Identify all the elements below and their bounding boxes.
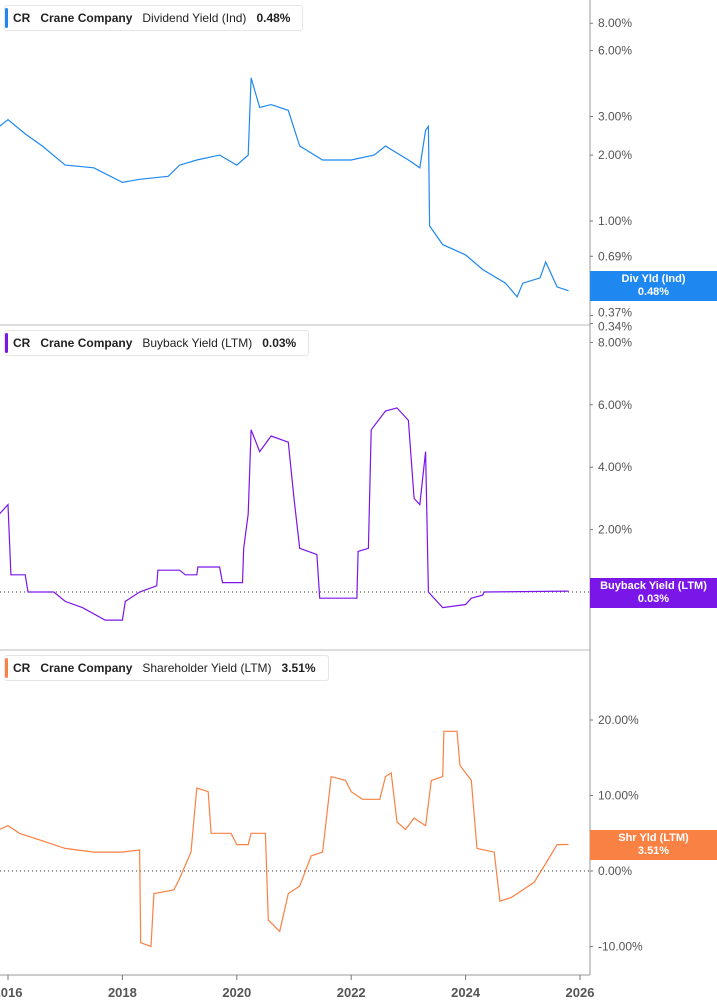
x-tick-label: 2018 xyxy=(108,985,137,1000)
ticker: CR xyxy=(13,11,31,25)
series-line-1 xyxy=(0,407,569,621)
value: 0.03% xyxy=(262,336,297,350)
y-tick-label: 2.00% xyxy=(598,523,632,537)
x-tick-label: 2024 xyxy=(451,985,481,1000)
tag-value: 0.03% xyxy=(637,593,670,605)
legend-shareholder: CR Crane Company Shareholder Yield (LTM) 3.… xyxy=(4,655,329,681)
y-tick-label: 0.34% xyxy=(598,320,632,334)
metric: Buyback Yield (LTM) xyxy=(142,336,253,350)
y-tick-label: 0.69% xyxy=(598,249,632,263)
x-tick-label: 2022 xyxy=(337,985,366,1000)
company: Crane Company xyxy=(40,661,133,675)
value: 3.51% xyxy=(281,661,316,675)
series-line-2 xyxy=(0,730,569,948)
y-tick-label: 6.00% xyxy=(598,44,632,58)
y-tick-label: 20.00% xyxy=(598,713,639,727)
ticker: CR xyxy=(13,336,31,350)
y-tick-label: 0.00% xyxy=(598,864,632,878)
tag-label: Buyback Yield (LTM) xyxy=(600,580,707,592)
y-tick-label: 0.37% xyxy=(598,306,632,320)
x-tick-label: 2026 xyxy=(566,985,595,1000)
tag-value: 0.48% xyxy=(637,286,670,298)
y-tick-label: 1.00% xyxy=(598,214,632,228)
tag-label: Shr Yld (LTM) xyxy=(618,832,689,844)
x-tick-label: 2020 xyxy=(222,985,251,1000)
y-tick-label: 4.00% xyxy=(598,460,632,474)
ticker: CR xyxy=(13,661,31,675)
y-tick-label: 10.00% xyxy=(598,789,639,803)
company: Crane Company xyxy=(40,336,133,350)
tag-value: 3.51% xyxy=(637,845,670,857)
tag-buyback: Buyback Yield (LTM) 0.03% xyxy=(590,578,717,608)
y-tick-label: 6.00% xyxy=(598,398,632,412)
tag-dividend: Div Yld (Ind) 0.48% xyxy=(590,271,717,301)
y-tick-label: 2.00% xyxy=(598,148,632,162)
legend-dividend: CR Crane Company Dividend Yield (Ind) 0.48% xyxy=(4,5,304,31)
tag-label: Div Yld (Ind) xyxy=(621,273,686,285)
legend-buyback: CR Crane Company Buyback Yield (LTM) 0.03% xyxy=(4,330,310,356)
metric: Shareholder Yield (LTM) xyxy=(142,661,272,675)
metric: Dividend Yield (Ind) xyxy=(142,11,247,25)
series-line-0 xyxy=(0,77,569,299)
company: Crane Company xyxy=(40,11,133,25)
tag-shareholder: Shr Yld (LTM) 3.51% xyxy=(590,830,717,860)
value: 0.48% xyxy=(256,11,291,25)
y-tick-label: -10.00% xyxy=(598,940,643,954)
y-tick-label: 8.00% xyxy=(598,335,632,349)
x-tick-label: 2016 xyxy=(0,985,22,1000)
y-tick-label: 3.00% xyxy=(598,110,632,124)
y-tick-label: 8.00% xyxy=(598,16,632,30)
